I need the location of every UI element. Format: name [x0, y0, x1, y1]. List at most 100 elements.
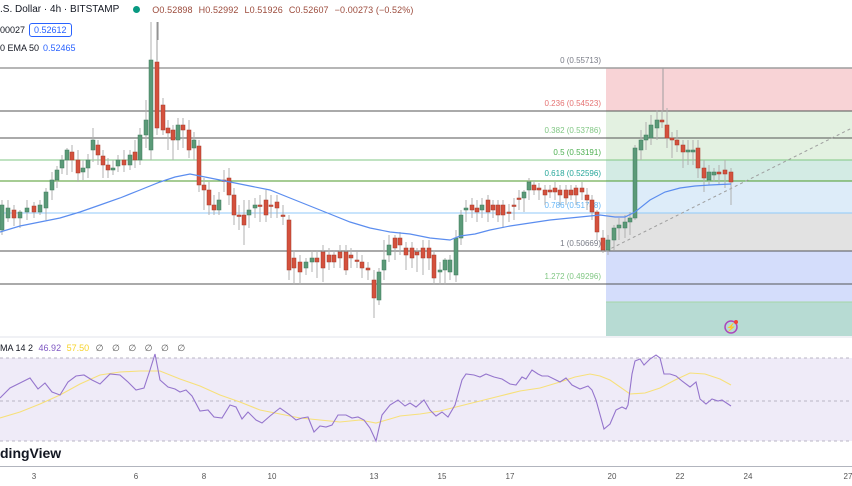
candle-down	[11, 209, 17, 219]
candle-down	[186, 129, 192, 151]
candle-up	[685, 149, 691, 153]
candle-down	[343, 251, 349, 271]
time-axis-tick: 13	[369, 472, 379, 481]
candle-up	[59, 159, 65, 169]
fib-zone	[606, 213, 852, 251]
candle-down	[474, 207, 480, 213]
candle-up	[143, 119, 149, 136]
candle-down	[132, 151, 138, 161]
fib-label-0.618: 0.618 (0.52596)	[545, 169, 602, 178]
rsi-line	[0, 353, 732, 443]
candle-down	[680, 144, 686, 153]
candle-up	[654, 119, 660, 129]
candle-up	[303, 261, 309, 269]
fib-label-1.272: 1.272 (0.49296)	[545, 272, 602, 281]
candle-down	[105, 164, 111, 171]
candle-up	[175, 124, 181, 141]
candle-down	[469, 204, 475, 211]
candle-down	[728, 171, 734, 183]
candle-down	[579, 187, 585, 193]
candle-down	[206, 189, 212, 206]
candle-up	[627, 217, 633, 223]
symbol-title[interactable]: .S. Dollar · 4h · BITSTAMP	[0, 4, 120, 15]
candle-up	[216, 199, 222, 211]
candle-down	[516, 197, 522, 200]
candle-down	[291, 257, 297, 269]
candle-up	[17, 211, 23, 219]
tradingview-logo[interactable]: dingView	[0, 445, 62, 461]
candle-down	[552, 187, 558, 193]
fib-zone	[606, 181, 852, 213]
candle-down	[236, 214, 242, 217]
candle-down	[426, 247, 432, 259]
candle-down	[716, 171, 722, 175]
candle-down	[568, 189, 574, 196]
candle-down	[226, 177, 232, 196]
price-chart[interactable]: 0 (0.55713) 0.236 (0.54523) 0.382 (0.53786…	[0, 0, 852, 466]
ohlc-open: O0.52898	[152, 4, 193, 15]
candle-down	[268, 204, 274, 207]
candle-down	[485, 199, 491, 213]
fib-label-0.5: 0.5 (0.53191)	[553, 148, 601, 157]
candle-up	[605, 239, 611, 251]
candle-down	[669, 137, 675, 141]
candle-down	[511, 204, 517, 207]
fib-zone	[606, 111, 852, 138]
market-status-icon	[133, 6, 141, 13]
fib-label-0: 0 (0.55713)	[560, 56, 601, 65]
candle-down	[201, 184, 207, 191]
candle-down	[354, 259, 360, 262]
candle-down	[589, 199, 595, 213]
candle-up	[148, 59, 154, 151]
candle-down	[31, 205, 37, 213]
time-axis-tick: 15	[437, 472, 447, 481]
current-price-box[interactable]: 0.52612	[29, 23, 72, 37]
candle-down	[286, 219, 292, 271]
candle-down	[331, 254, 337, 263]
rsi-band-background	[0, 358, 852, 441]
candle-up	[643, 134, 649, 141]
candle-down	[659, 119, 665, 123]
candle-down	[160, 104, 166, 131]
candle-up	[616, 224, 622, 229]
candle-down	[722, 169, 728, 175]
ema-legend[interactable]: 0 EMA 50 0.52465	[0, 43, 76, 53]
candle-down	[196, 145, 202, 186]
fib-zone	[606, 302, 852, 336]
ema50-line	[0, 173, 732, 241]
candle-up	[648, 124, 654, 139]
candle-up	[632, 147, 638, 219]
candle-down	[95, 144, 101, 156]
candle-down	[326, 254, 332, 263]
fib-label-0.786: 0.786 (0.51748)	[545, 201, 602, 210]
price-row: 00027 0.52612	[0, 23, 72, 37]
candle-down	[100, 155, 106, 166]
candle-down	[121, 159, 127, 166]
time-axis-tick: 27	[843, 472, 852, 481]
candle-down	[392, 237, 398, 249]
rsi-ma-line	[0, 370, 732, 424]
time-axis-tick: 20	[607, 472, 617, 481]
ema-value: 0.52465	[43, 43, 76, 53]
candle-down	[431, 254, 437, 279]
spread-value: 00027	[0, 25, 26, 35]
candle-up	[437, 269, 443, 273]
candle-down	[531, 184, 537, 191]
candle-down	[231, 194, 237, 216]
rsi-ma-value: 57.50	[66, 343, 90, 353]
candle-down	[241, 214, 247, 226]
candle-down	[314, 257, 320, 263]
candle-up	[115, 159, 121, 167]
candle-down	[506, 211, 512, 214]
candle-down	[420, 247, 426, 259]
candle-down	[170, 129, 176, 141]
candle-down	[397, 237, 403, 246]
time-axis-tick: 6	[133, 472, 139, 481]
time-axis[interactable]: 3 6 8 10 13 15 17 20 22 24 27	[0, 466, 852, 486]
candle-down	[297, 261, 303, 273]
fib-zone	[606, 160, 852, 181]
candle-up	[80, 167, 86, 173]
fib-zone	[606, 68, 852, 111]
candle-down	[371, 279, 377, 299]
rsi-legend[interactable]: MA 14 2 46.92 57.50 ∅ ∅ ∅ ∅ ∅ ∅	[0, 343, 188, 354]
